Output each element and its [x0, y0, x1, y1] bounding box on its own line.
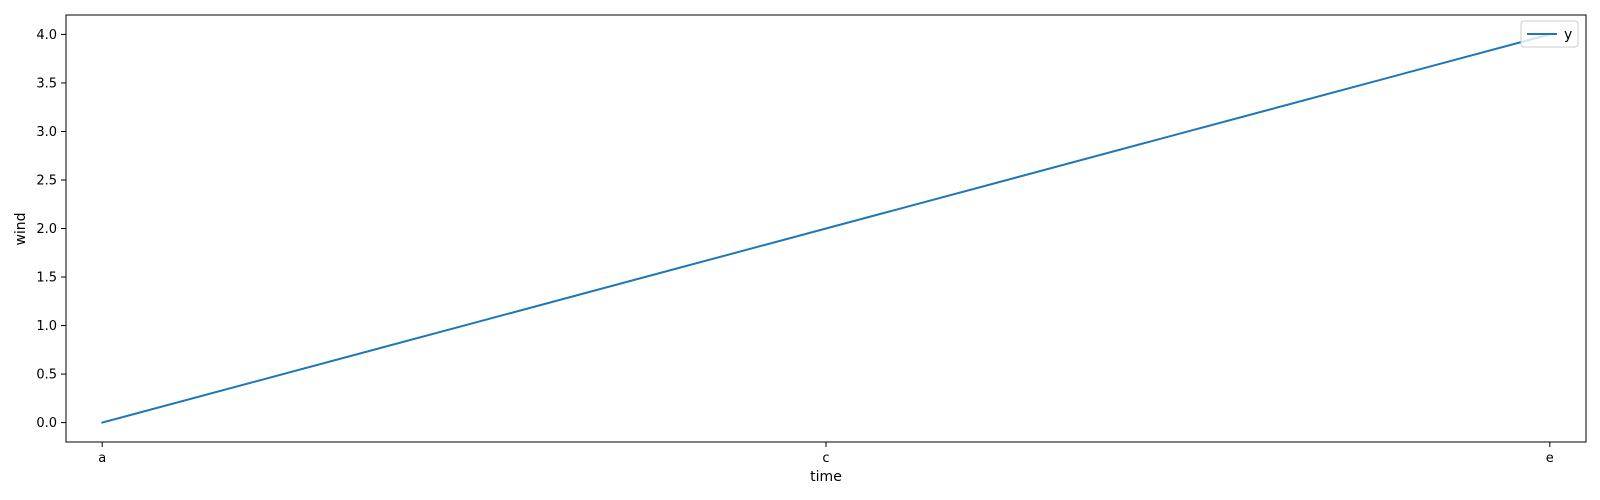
- y-axis-label: wind: [13, 212, 29, 245]
- y-tick-label: 1.0: [36, 319, 57, 334]
- y-tick-label: 2.0: [36, 222, 57, 237]
- legend-series-label: y: [1564, 27, 1572, 43]
- y-tick-label: 0.0: [36, 416, 57, 431]
- y-tick-label: 3.0: [36, 125, 57, 140]
- y-tick-label: 3.5: [36, 76, 57, 91]
- series-line-y: [101, 33, 1551, 424]
- series-layer: [101, 33, 1551, 424]
- y-tick-label: 2.5: [36, 173, 57, 188]
- y-tick-label: 1.5: [36, 271, 57, 286]
- y-tick-label: 4.0: [36, 28, 57, 43]
- y-axis-ticks: 0.0 0.5 1.0 1.5 2.0 2.5 3.0 3.5 4.0: [36, 28, 66, 431]
- legend: y: [1520, 20, 1579, 48]
- x-tick-label: e: [1546, 451, 1554, 466]
- x-axis-label: time: [810, 469, 842, 485]
- y-tick-label: 0.5: [36, 368, 57, 383]
- plot-frame: [65, 14, 1587, 443]
- x-tick-label: a: [98, 451, 106, 466]
- x-tick-label: c: [822, 451, 829, 466]
